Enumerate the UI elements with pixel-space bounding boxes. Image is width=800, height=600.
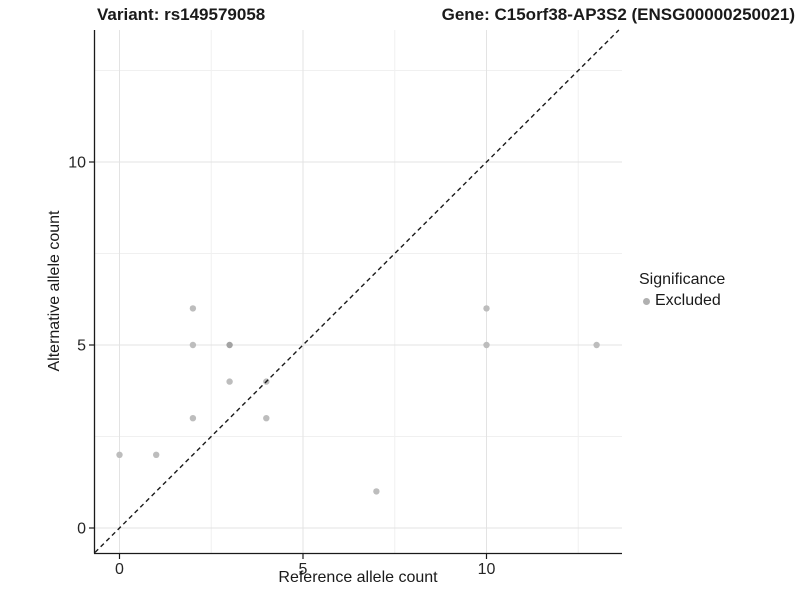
data-point: [483, 305, 490, 312]
x-axis-title: Reference allele count: [278, 569, 438, 586]
data-point: [593, 341, 600, 349]
y-axis-title: Alternative allele count: [46, 210, 63, 372]
x-tick-label: 0: [115, 561, 124, 578]
plot-title-gene: Gene: C15orf38-AP3S2 (ENSG00000250021): [441, 5, 795, 24]
data-point: [189, 415, 197, 422]
data-point: [226, 378, 233, 385]
y-tick-label: 0: [77, 521, 86, 538]
data-point: [483, 341, 490, 349]
legend-entry-label: Excluded: [655, 292, 721, 309]
identity-line: [94, 29, 620, 553]
data-point: [189, 341, 197, 349]
legend: Significance Excluded: [639, 271, 725, 310]
y-tick-label: 5: [77, 338, 86, 355]
legend-entry-excluded: Excluded: [639, 292, 725, 310]
point-marker-icon: [643, 297, 650, 305]
data-point: [153, 451, 160, 458]
data-point: [373, 488, 380, 495]
x-tick-label: 5: [299, 561, 308, 578]
legend-title: Significance: [639, 271, 726, 288]
plot-title-variant: Variant: rs149579058: [97, 5, 266, 24]
y-tick-label: 10: [68, 155, 86, 172]
data-point: [226, 341, 233, 349]
data-point: [263, 415, 270, 422]
data-point: [189, 305, 197, 312]
data-point: [116, 451, 123, 458]
x-tick-label: 10: [478, 561, 496, 578]
